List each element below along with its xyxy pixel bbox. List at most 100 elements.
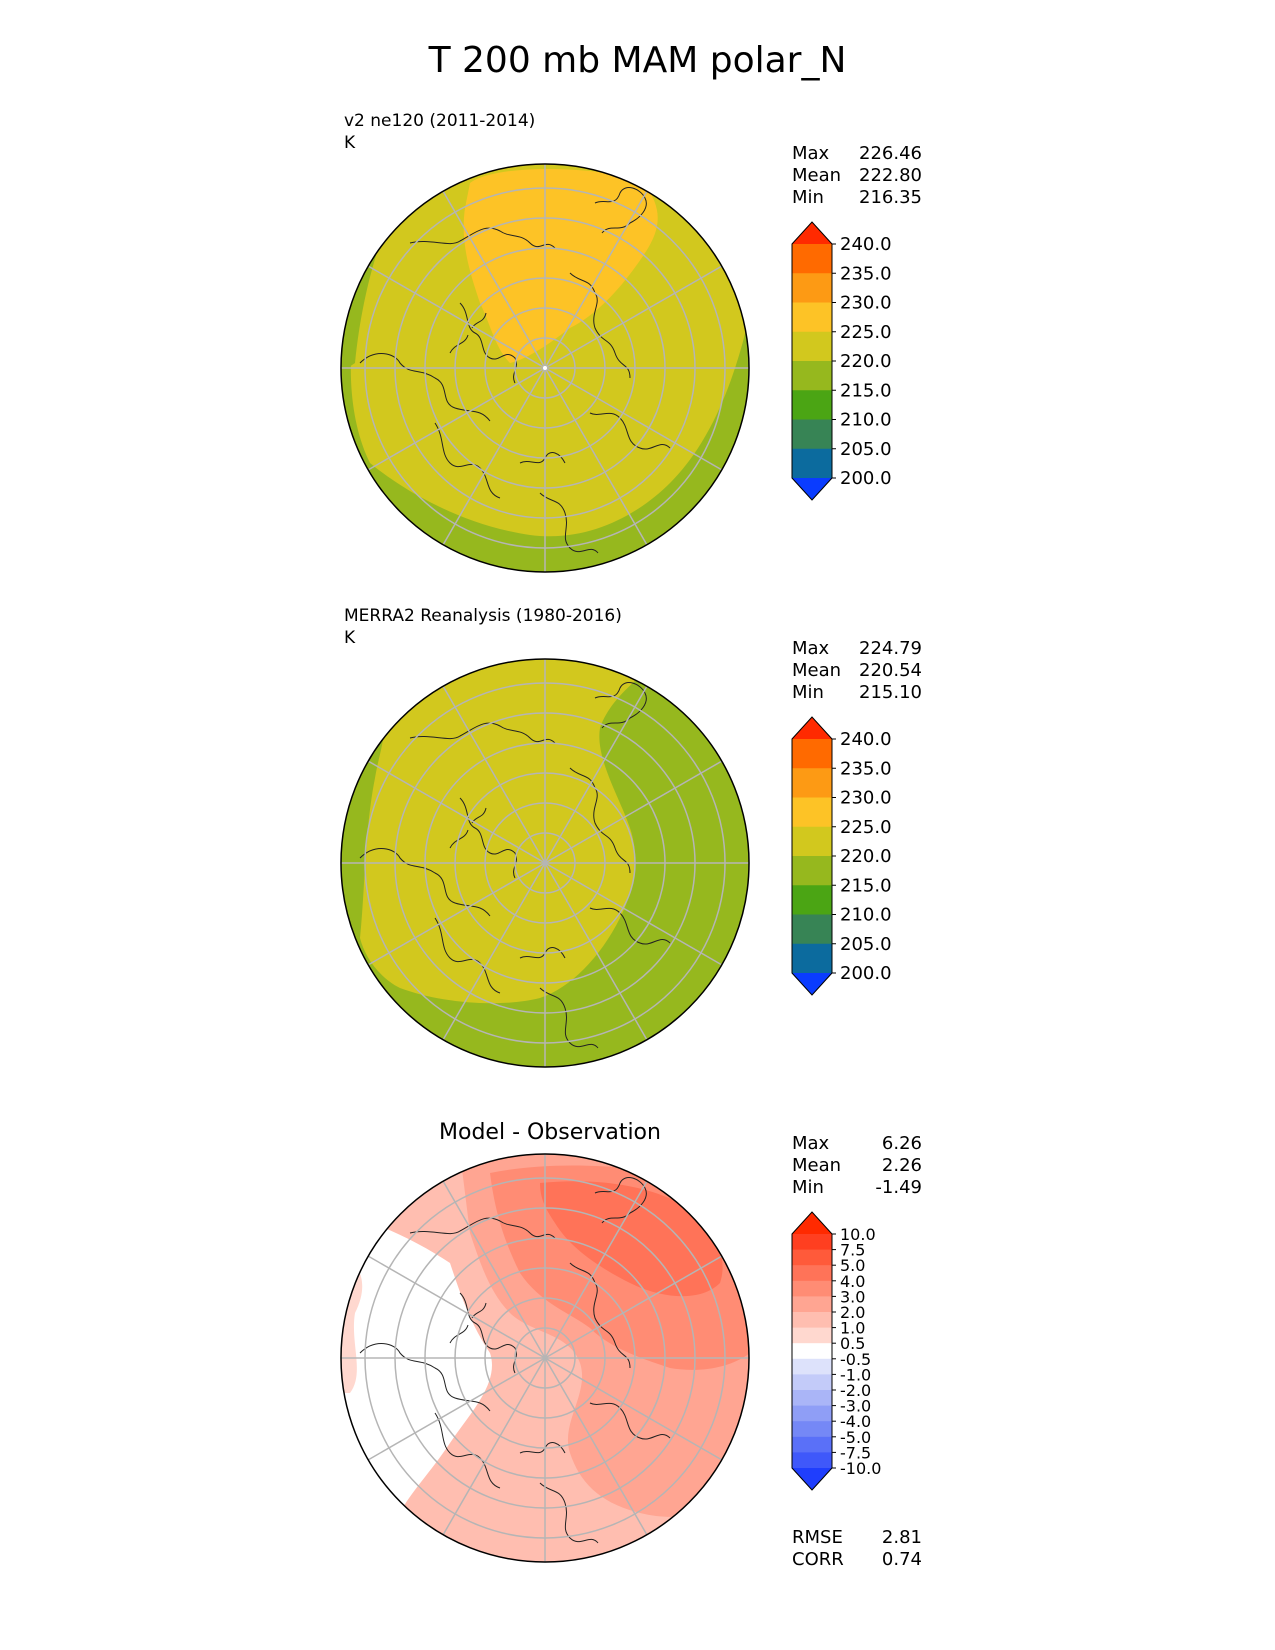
difference-min-value: -1.49 (875, 1177, 922, 1198)
difference-gridlines (341, 1154, 749, 1562)
colorbar-extend-bottom (792, 478, 832, 500)
colorbar-tick-label: 225.0 (840, 817, 892, 838)
colorbar-segment (792, 448, 832, 479)
figure-title: T 200 mb MAM polar_N (428, 40, 847, 81)
colorbar-segment (792, 768, 832, 798)
test-max-label: Max (792, 143, 830, 164)
colorbar-extend-top (792, 717, 832, 739)
reference-gridlines (341, 659, 749, 1067)
test-min-value: 216.35 (859, 187, 922, 208)
test-max-value: 226.46 (859, 143, 922, 164)
reference-coastlines (359, 682, 671, 1049)
reference-polar-map (340, 658, 750, 1068)
reference-dataset-label: MERRA2 Reanalysis (1980-2016) (344, 606, 622, 626)
colorbar-segment (792, 826, 832, 857)
colorbar-tick-label: 235.0 (840, 758, 892, 779)
difference-mean-value: 2.26 (881, 1155, 922, 1176)
reference-min-label: Min (792, 682, 824, 703)
colorbar-segment (792, 1327, 832, 1344)
test-units-label: K (344, 133, 356, 153)
colorbar-segment (792, 244, 832, 274)
colorbar-tick-label: 230.0 (840, 788, 892, 809)
colorbar-tick-label: 7.5 (840, 1241, 865, 1260)
colorbar-tick-label: 210.0 (840, 410, 892, 431)
colorbar-tick-label: -2.0 (840, 1381, 871, 1400)
test-field-225-230 (463, 168, 658, 363)
colorbar-segment (792, 1296, 832, 1313)
corr-value: 0.74 (881, 1549, 922, 1570)
colorbar-tick-label: -3.0 (840, 1397, 871, 1416)
difference-polar-map (340, 1153, 750, 1563)
colorbar-segment (792, 1374, 832, 1391)
difference-min-label: Min (792, 1177, 824, 1198)
colorbar-tick-label: 1.0 (840, 1319, 865, 1338)
colorbar-tick-label: 240.0 (840, 234, 892, 255)
reference-max-value: 224.79 (859, 638, 922, 659)
colorbar-tick-label: -0.5 (840, 1350, 871, 1369)
colorbar-tick-label: -1.0 (840, 1365, 871, 1384)
colorbar-segment (792, 361, 832, 391)
colorbar-tick-label: 230.0 (840, 293, 892, 314)
colorbar-segment (792, 390, 832, 420)
colorbar-extend-bottom (792, 973, 832, 995)
colorbar-segment (792, 1312, 832, 1329)
colorbar-tick-label: -7.5 (840, 1443, 871, 1462)
colorbar-tick-label: 215.0 (840, 875, 892, 896)
colorbar-tick-label: 225.0 (840, 322, 892, 343)
colorbar-segment (792, 1234, 832, 1251)
colorbar-tick-label: 215.0 (840, 380, 892, 401)
difference-max-label: Max (792, 1133, 830, 1154)
colorbar-tick-label: 235.0 (840, 263, 892, 284)
difference-title: Model - Observation (439, 1120, 661, 1145)
colorbar-tick-label: 2.0 (840, 1303, 865, 1322)
colorbar-tick-label: 220.0 (840, 846, 892, 867)
colorbar-extend-bottom (792, 1468, 832, 1490)
test-panel-label: v2 ne120 (2011-2014) K (344, 110, 535, 154)
colorbar-tick-label: 205.0 (840, 934, 892, 955)
reference-mean-label: Mean (792, 660, 842, 681)
colorbar-tick-label: 3.0 (840, 1287, 865, 1306)
colorbar-segment (792, 797, 832, 828)
colorbar-segment (792, 739, 832, 769)
test-dataset-label: v2 ne120 (2011-2014) (344, 111, 536, 131)
difference-metrics: RMSE 2.81 CORR 0.74 (792, 1527, 922, 1571)
colorbar-segment (792, 914, 832, 945)
colorbar-tick-label: 220.0 (840, 351, 892, 372)
rmse-label: RMSE (792, 1527, 843, 1548)
colorbar-tick-label: -10.0 (840, 1459, 881, 1478)
colorbar-tick-label: 200.0 (840, 963, 892, 984)
colorbar-tick-label: 5.0 (840, 1256, 865, 1275)
colorbar-segment (792, 1390, 832, 1407)
colorbar-segment (792, 1249, 832, 1266)
reference-field-220-225 (341, 659, 660, 1004)
difference-mean-label: Mean (792, 1155, 842, 1176)
colorbar-segment (792, 1405, 832, 1422)
reference-max-label: Max (792, 638, 830, 659)
difference-stats: Max 6.26 Mean 2.26 Min -1.49 (792, 1133, 922, 1199)
colorbar-segment (792, 1280, 832, 1297)
colorbar-tick-label: 0.5 (840, 1334, 865, 1353)
test-mean-label: Mean (792, 165, 842, 186)
colorbar-segment (792, 1265, 832, 1282)
colorbar-segment (792, 1421, 832, 1438)
colorbar-tick-label: 200.0 (840, 468, 892, 489)
reference-units-label: K (344, 628, 356, 648)
colorbar-segment (792, 419, 832, 450)
test-polar-map (340, 163, 750, 573)
test-mean-value: 222.80 (859, 165, 922, 186)
difference-field-4-5 (540, 1181, 723, 1297)
colorbar-tick-label: 10.0 (840, 1225, 876, 1244)
colorbar-segment (792, 856, 832, 886)
test-colorbar: 240.0 235.0 230.0 225.0 220.0 215.0 210.0 205.0… (791, 221, 892, 501)
colorbar-segment (792, 1343, 832, 1360)
difference-max-value: 6.26 (881, 1133, 922, 1154)
colorbar-segment (792, 1358, 832, 1375)
reference-colorbar: 240.0 235.0 230.0 225.0 220.0 215.0 210.0 205.0… (791, 716, 892, 996)
reference-mean-value: 220.54 (859, 660, 922, 681)
reference-min-value: 215.10 (859, 682, 922, 703)
colorbar-tick-label: -4.0 (840, 1412, 871, 1431)
reference-stats: Max 224.79 Mean 220.54 Min 215.10 (792, 638, 922, 704)
difference-colorbar: 10.07.55.04.03.02.01.00.5-0.5-1.0-2.0-3.… (791, 1211, 881, 1491)
colorbar-extend-top (792, 222, 832, 244)
colorbar-segment (792, 1436, 832, 1453)
